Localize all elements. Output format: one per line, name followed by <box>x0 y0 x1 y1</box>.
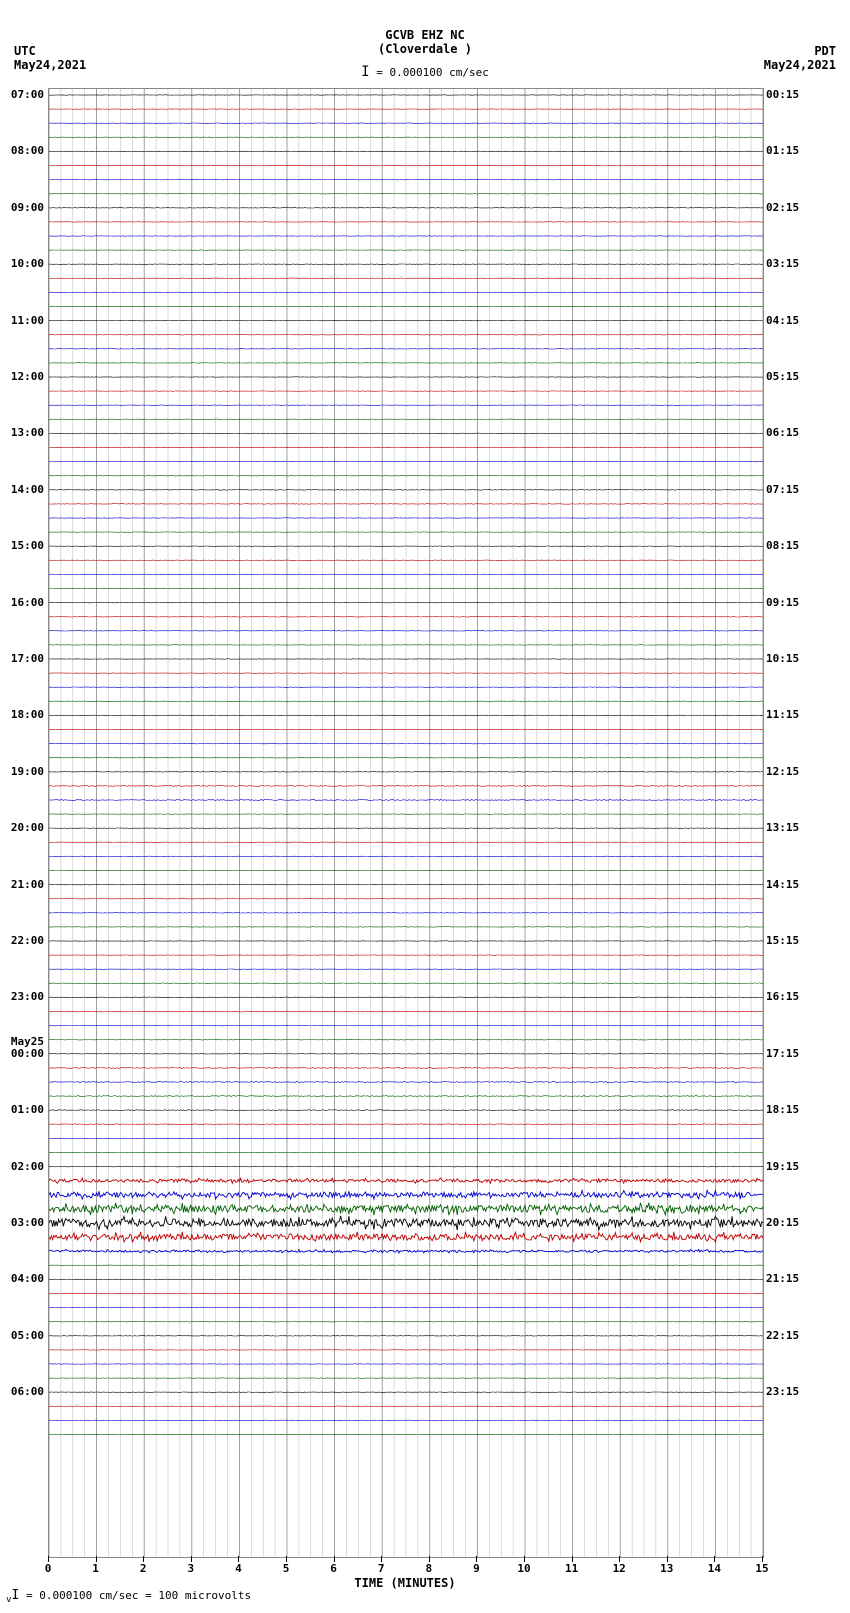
left-time-label: 13:00 <box>0 426 44 439</box>
footer-scale: vI = 0.000100 cm/sec = 100 microvolts <box>6 1588 251 1605</box>
x-tick-label: 12 <box>609 1562 629 1575</box>
right-time-label: 20:15 <box>766 1216 810 1229</box>
x-tick-label: 10 <box>514 1562 534 1575</box>
right-time-label: 22:15 <box>766 1329 810 1342</box>
x-tick-label: 1 <box>86 1562 106 1575</box>
left-time-label: 08:00 <box>0 144 44 157</box>
left-time-label: 19:00 <box>0 765 44 778</box>
right-time-label: 16:15 <box>766 990 810 1003</box>
left-time-label: 14:00 <box>0 483 44 496</box>
right-time-label: 03:15 <box>766 257 810 270</box>
left-time-label: 17:00 <box>0 652 44 665</box>
station-code: GCVB EHZ NC <box>0 28 850 42</box>
x-tick-label: 14 <box>704 1562 724 1575</box>
scale-text: = 0.000100 cm/sec <box>376 66 489 79</box>
left-time-label: 05:00 <box>0 1329 44 1342</box>
right-timezone: PDT <box>814 44 836 58</box>
right-time-label: 00:15 <box>766 88 810 101</box>
right-time-label: 09:15 <box>766 596 810 609</box>
left-time-label: 02:00 <box>0 1160 44 1173</box>
left-time-label: 11:00 <box>0 314 44 327</box>
right-time-label: 04:15 <box>766 314 810 327</box>
x-tick-label: 13 <box>657 1562 677 1575</box>
right-time-label: 02:15 <box>766 201 810 214</box>
x-tick-label: 5 <box>276 1562 296 1575</box>
right-time-label: 12:15 <box>766 765 810 778</box>
right-time-label: 05:15 <box>766 370 810 383</box>
left-time-label: 12:00 <box>0 370 44 383</box>
right-time-label: 11:15 <box>766 708 810 721</box>
x-tick-label: 2 <box>133 1562 153 1575</box>
footer-bar-icon: I <box>12 1588 20 1603</box>
left-time-label: 22:00 <box>0 934 44 947</box>
left-time-label: 18:00 <box>0 708 44 721</box>
right-time-label: 19:15 <box>766 1160 810 1173</box>
footer-text: = 0.000100 cm/sec = 100 microvolts <box>26 1589 251 1602</box>
left-time-label: 03:00 <box>0 1216 44 1229</box>
right-time-label: 18:15 <box>766 1103 810 1116</box>
right-time-label: 13:15 <box>766 821 810 834</box>
left-time-label: 21:00 <box>0 878 44 891</box>
right-time-label: 23:15 <box>766 1385 810 1398</box>
left-time-label: 06:00 <box>0 1385 44 1398</box>
right-date: May24,2021 <box>764 58 836 72</box>
right-time-label: 01:15 <box>766 144 810 157</box>
scale-label: I = 0.000100 cm/sec <box>0 64 850 80</box>
x-tick-label: 0 <box>38 1562 58 1575</box>
seismogram-container: GCVB EHZ NC (Cloverdale ) I = 0.000100 c… <box>0 0 850 1613</box>
x-tick-label: 11 <box>562 1562 582 1575</box>
left-time-label: 15:00 <box>0 539 44 552</box>
x-tick-label: 8 <box>419 1562 439 1575</box>
left-time-label: 09:00 <box>0 201 44 214</box>
left-time-label: 00:00 <box>0 1047 44 1060</box>
x-tick-label: 3 <box>181 1562 201 1575</box>
right-time-label: 08:15 <box>766 539 810 552</box>
left-time-label: 04:00 <box>0 1272 44 1285</box>
left-time-label: 10:00 <box>0 257 44 270</box>
right-time-label: 21:15 <box>766 1272 810 1285</box>
left-date: May24,2021 <box>14 58 86 72</box>
right-time-label: 10:15 <box>766 652 810 665</box>
right-time-label: 07:15 <box>766 483 810 496</box>
left-time-label: 01:00 <box>0 1103 44 1116</box>
right-time-label: 17:15 <box>766 1047 810 1060</box>
right-time-label: 14:15 <box>766 878 810 891</box>
left-timezone: UTC <box>14 44 36 58</box>
left-time-label: 16:00 <box>0 596 44 609</box>
right-time-label: 06:15 <box>766 426 810 439</box>
x-tick-label: 15 <box>752 1562 772 1575</box>
scale-bar-icon: I <box>361 64 369 80</box>
x-tick-label: 6 <box>324 1562 344 1575</box>
x-axis-label: TIME (MINUTES) <box>305 1576 505 1590</box>
x-tick-label: 7 <box>371 1562 391 1575</box>
right-time-label: 15:15 <box>766 934 810 947</box>
seismogram-plot <box>48 88 764 1558</box>
station-location: (Cloverdale ) <box>0 42 850 56</box>
left-time-label: 20:00 <box>0 821 44 834</box>
x-tick-label: 4 <box>228 1562 248 1575</box>
left-time-label: 07:00 <box>0 88 44 101</box>
x-tick-label: 9 <box>466 1562 486 1575</box>
left-time-label: 23:00 <box>0 990 44 1003</box>
